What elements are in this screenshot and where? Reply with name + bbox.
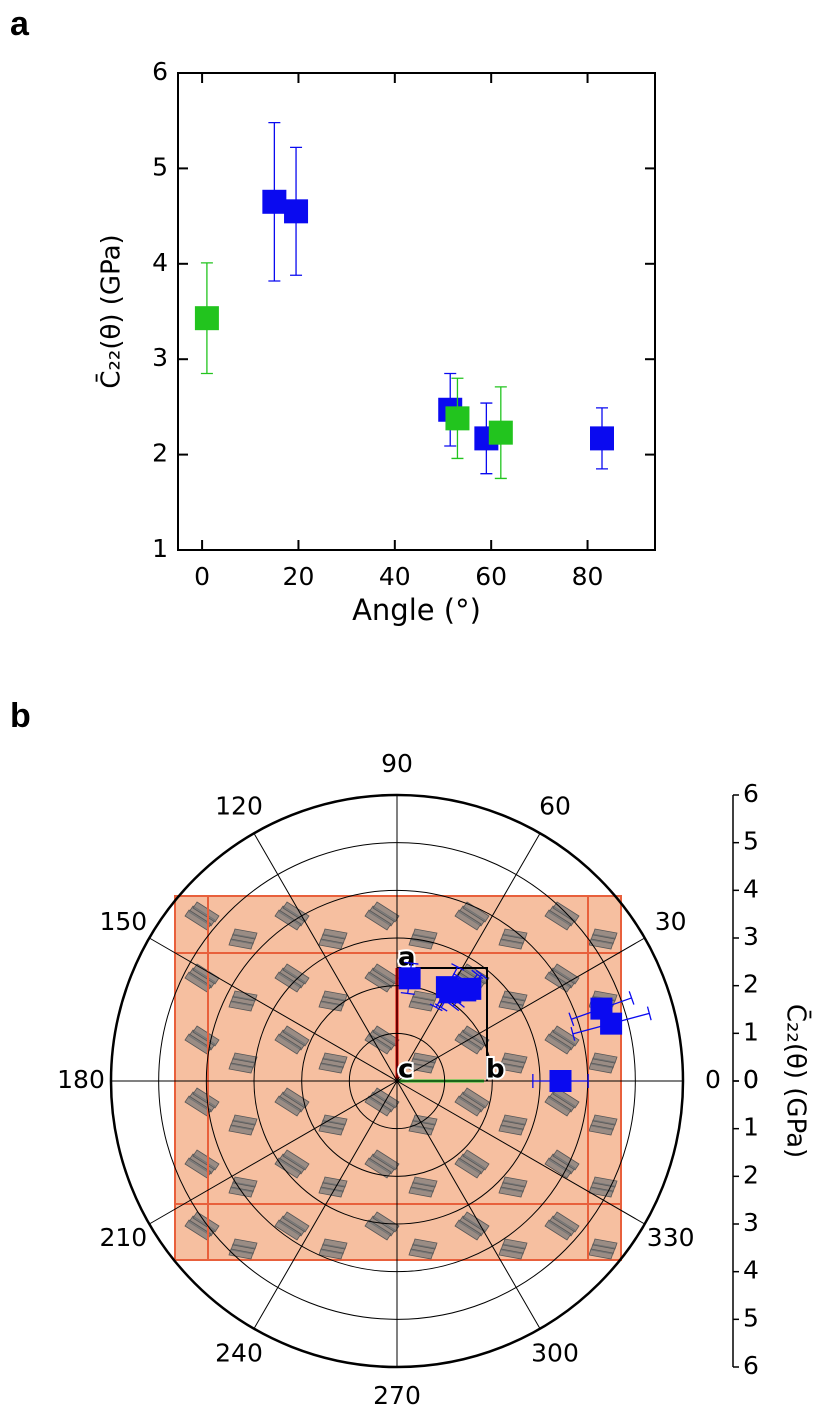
inset-label: c — [398, 1055, 413, 1085]
r-tick-label: 2 — [743, 1160, 759, 1189]
r-tick-label: 1 — [743, 1113, 759, 1142]
x-tick-label: 0 — [194, 562, 210, 591]
r-tick-label: 1 — [743, 1017, 759, 1046]
theta-tick-label: 30 — [655, 907, 687, 936]
theta-tick-label: 240 — [215, 1339, 263, 1368]
panel-label: a — [10, 5, 30, 43]
y-tick-label: 6 — [152, 57, 168, 86]
x-tick-label: 40 — [379, 562, 411, 591]
r-tick-label: 5 — [743, 827, 759, 856]
x-tick-label: 20 — [283, 562, 315, 591]
r-tick-label: 4 — [743, 874, 759, 903]
crystal-inset — [174, 895, 622, 1261]
y-tick-label: 1 — [152, 534, 168, 563]
spoke — [253, 1080, 398, 1329]
inset-label: b — [486, 1055, 505, 1085]
spoke — [396, 833, 541, 1082]
spoke — [149, 1080, 398, 1225]
marker — [488, 420, 513, 445]
r-tick-label: 3 — [743, 1208, 759, 1237]
r-tick-label: 2 — [743, 970, 759, 999]
theta-tick-label: 60 — [539, 791, 571, 820]
r-tick-label: 3 — [743, 922, 759, 951]
spoke — [149, 937, 398, 1082]
marker — [590, 997, 613, 1020]
r-tick-label: 0 — [743, 1065, 759, 1094]
spoke — [396, 1080, 645, 1225]
plot-frame — [177, 72, 656, 551]
y-axis-label: C̄₂₂(θ) (GPa) — [95, 234, 127, 388]
y-tick-label: 2 — [152, 439, 168, 468]
y-tick-label: 5 — [152, 152, 168, 181]
spoke — [396, 1080, 541, 1329]
y-tick-label: 4 — [152, 248, 168, 277]
marker — [590, 426, 614, 451]
theta-tick-label: 90 — [381, 749, 413, 778]
marker — [284, 199, 309, 224]
theta-tick-label: 180 — [57, 1065, 105, 1094]
spoke — [396, 937, 645, 1082]
theta-tick-label: 330 — [647, 1223, 695, 1252]
r-tick-label: 6 — [743, 779, 759, 808]
r-tick-label: 5 — [743, 1303, 759, 1332]
y-tick-label: 3 — [152, 343, 168, 372]
r-tick-label: 6 — [743, 1351, 759, 1380]
r-axis-label: C̄₂₂(θ) (GPa) — [781, 1004, 813, 1158]
theta-tick-label: 150 — [99, 907, 147, 936]
theta-tick-label: 0 — [705, 1065, 721, 1094]
theta-tick-label: 210 — [99, 1223, 147, 1252]
theta-tick-label: 270 — [373, 1381, 421, 1410]
marker — [262, 189, 287, 214]
x-tick-label: 60 — [475, 562, 507, 591]
theta-tick-label: 120 — [215, 791, 263, 820]
marker — [398, 967, 421, 990]
marker — [549, 1070, 572, 1092]
x-axis-label: Angle (°) — [352, 593, 481, 627]
marker — [194, 306, 219, 331]
theta-tick-label: 300 — [531, 1339, 579, 1368]
marker — [435, 976, 458, 999]
r-tick-label: 4 — [743, 1256, 759, 1285]
panel-label: b — [10, 697, 31, 735]
spoke — [253, 833, 398, 1082]
r-tick-label: 0 — [743, 1065, 759, 1094]
marker — [445, 406, 470, 431]
x-tick-label: 80 — [572, 562, 604, 591]
